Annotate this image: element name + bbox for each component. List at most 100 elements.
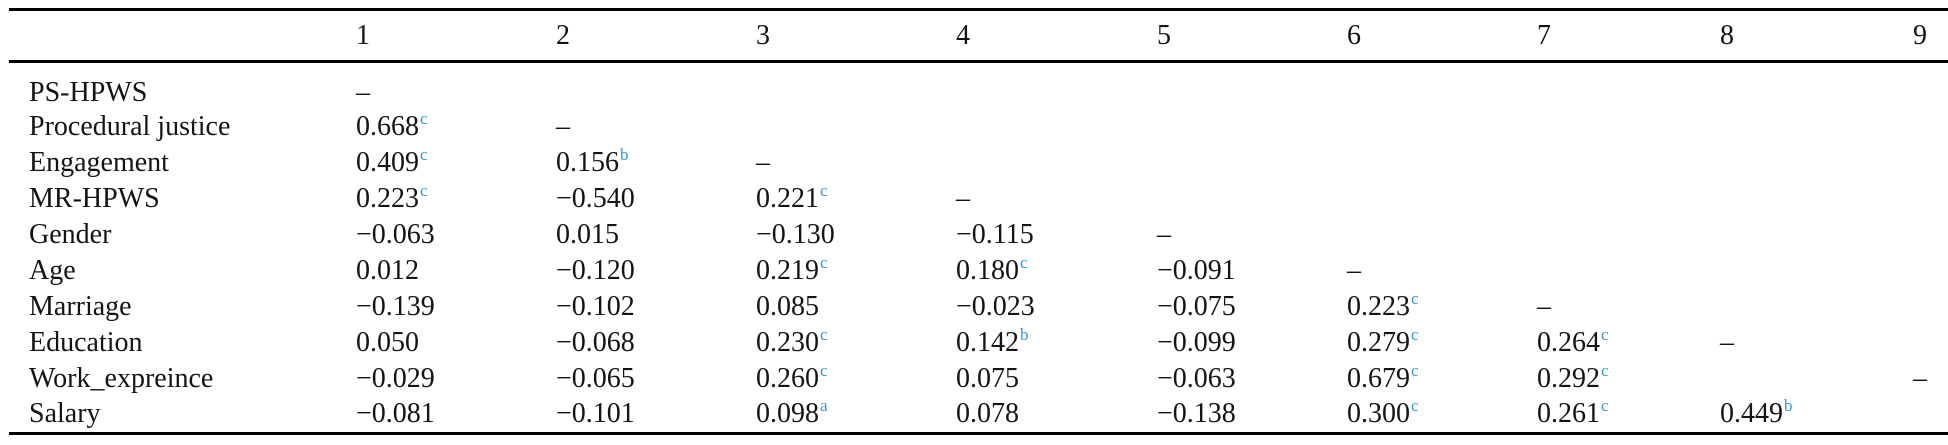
correlation-cell bbox=[1157, 145, 1347, 181]
correlation-cell: – bbox=[1157, 217, 1347, 253]
significance-superscript: c bbox=[1601, 361, 1609, 380]
correlation-value: −0.081 bbox=[356, 398, 435, 430]
correlation-value: 0.098 bbox=[756, 398, 819, 430]
significance-superscript: c bbox=[820, 181, 828, 200]
correlation-value: 0.180 bbox=[956, 255, 1019, 286]
correlation-cell bbox=[956, 62, 1157, 110]
correlation-cell bbox=[1913, 109, 1948, 145]
correlation-cell bbox=[1720, 361, 1913, 397]
significance-superscript: c bbox=[420, 145, 428, 164]
table-row: Salary −0.081 −0.101 0.098a 0.078 −0.138 0.300… bbox=[9, 397, 1948, 433]
significance-superscript: c bbox=[1020, 253, 1028, 272]
correlation-value: −0.130 bbox=[756, 219, 835, 250]
correlation-value: 0.085 bbox=[756, 291, 819, 322]
correlation-value: 0.668 bbox=[356, 111, 419, 142]
correlation-cell: 0.300c bbox=[1347, 397, 1537, 433]
column-header: 9 bbox=[1913, 9, 1948, 63]
significance-superscript: c bbox=[820, 325, 828, 344]
correlation-value: 0.679 bbox=[1347, 363, 1410, 394]
correlation-cell bbox=[1720, 289, 1913, 325]
correlation-value: – bbox=[1157, 219, 1171, 250]
correlation-value: −0.068 bbox=[556, 327, 635, 358]
correlation-value: −0.101 bbox=[556, 398, 635, 430]
correlation-cell: 0.264c bbox=[1537, 325, 1720, 361]
correlation-value: 0.223 bbox=[1347, 291, 1410, 322]
significance-superscript: a bbox=[820, 396, 828, 416]
row-label: Salary bbox=[29, 398, 101, 430]
correlation-cell bbox=[1537, 181, 1720, 217]
correlation-value: −0.120 bbox=[556, 255, 635, 286]
correlation-cell: – bbox=[556, 109, 756, 145]
correlation-value: −0.023 bbox=[956, 291, 1035, 322]
correlation-cell: 0.292c bbox=[1537, 361, 1720, 397]
correlation-value: 0.409 bbox=[356, 147, 419, 178]
correlation-cell: 0.012 bbox=[356, 253, 556, 289]
correlation-cell bbox=[1157, 109, 1347, 145]
correlation-cell bbox=[956, 109, 1157, 145]
correlation-cell: −0.065 bbox=[556, 361, 756, 397]
correlation-value: −0.139 bbox=[356, 291, 435, 322]
significance-superscript: c bbox=[1411, 289, 1419, 308]
correlation-cell: – bbox=[956, 181, 1157, 217]
correlation-cell bbox=[1157, 62, 1347, 110]
correlation-cell bbox=[1347, 145, 1537, 181]
significance-superscript: c bbox=[1601, 325, 1609, 344]
correlation-value: 0.279 bbox=[1347, 327, 1410, 358]
correlation-cell: 0.142b bbox=[956, 325, 1157, 361]
row-label: Engagement bbox=[29, 147, 169, 178]
correlation-cell: – bbox=[356, 62, 556, 110]
row-label: Education bbox=[29, 327, 143, 358]
correlation-cell: 0.221c bbox=[756, 181, 956, 217]
row-label: Age bbox=[29, 255, 76, 286]
correlation-cell bbox=[1720, 181, 1913, 217]
correlation-cell: 0.230c bbox=[756, 325, 956, 361]
row-label: MR-HPWS bbox=[29, 183, 160, 214]
correlation-value: – bbox=[1347, 255, 1361, 286]
correlation-value: −0.115 bbox=[956, 219, 1034, 250]
correlation-cell: – bbox=[1347, 253, 1537, 289]
table-row: Engagement 0.409c 0.156b – bbox=[9, 145, 1948, 181]
correlation-cell: −0.139 bbox=[356, 289, 556, 325]
row-label: Work_expreince bbox=[29, 363, 214, 394]
correlation-cell: 0.279c bbox=[1347, 325, 1537, 361]
correlation-cell: 0.085 bbox=[756, 289, 956, 325]
table-row: Age 0.012 −0.120 0.219c 0.180c −0.091– bbox=[9, 253, 1948, 289]
row-label: Gender bbox=[29, 219, 112, 250]
correlation-cell bbox=[1537, 217, 1720, 253]
correlation-cell: 0.156b bbox=[556, 145, 756, 181]
table-row: Gender −0.063 0.015 −0.130 −0.115 – bbox=[9, 217, 1948, 253]
correlation-value: −0.065 bbox=[556, 363, 635, 394]
table-row: MR-HPWS 0.223c −0.540 0.221c – bbox=[9, 181, 1948, 217]
correlation-cell bbox=[1347, 109, 1537, 145]
correlation-value: −0.099 bbox=[1157, 327, 1236, 358]
correlation-cell: – bbox=[1537, 289, 1720, 325]
column-header: 4 bbox=[956, 9, 1157, 63]
significance-superscript: c bbox=[1411, 325, 1419, 344]
correlation-cell: 0.449b bbox=[1720, 397, 1913, 433]
correlation-cell: −0.023 bbox=[956, 289, 1157, 325]
correlation-cell: −0.099 bbox=[1157, 325, 1347, 361]
correlation-cell: −0.091 bbox=[1157, 253, 1347, 289]
correlation-cell bbox=[1913, 145, 1948, 181]
correlation-value: −0.102 bbox=[556, 291, 635, 322]
correlation-cell bbox=[956, 145, 1157, 181]
correlation-cell: 0.075 bbox=[956, 361, 1157, 397]
column-header: 5 bbox=[1157, 9, 1347, 63]
correlation-cell bbox=[1537, 253, 1720, 289]
correlation-value: 0.449 bbox=[1720, 398, 1783, 430]
table-row: Education 0.050 −0.068 0.230c 0.142b −0.099 0.… bbox=[9, 325, 1948, 361]
correlation-value: 0.015 bbox=[556, 219, 619, 250]
table-row: PS-HPWS – bbox=[9, 62, 1948, 110]
correlation-cell: 0.098a bbox=[756, 397, 956, 433]
correlation-cell: 0.180c bbox=[956, 253, 1157, 289]
correlation-cell: 0.679c bbox=[1347, 361, 1537, 397]
correlation-cell bbox=[1537, 145, 1720, 181]
correlation-value: 0.264 bbox=[1537, 327, 1600, 358]
correlation-value: 0.012 bbox=[356, 255, 419, 286]
correlation-value: – bbox=[956, 183, 970, 214]
significance-superscript: c bbox=[420, 181, 428, 200]
row-label: Marriage bbox=[29, 291, 132, 322]
correlation-cell: −0.138 bbox=[1157, 397, 1347, 433]
correlation-cell bbox=[1913, 62, 1948, 110]
correlation-value: 0.230 bbox=[756, 327, 819, 358]
